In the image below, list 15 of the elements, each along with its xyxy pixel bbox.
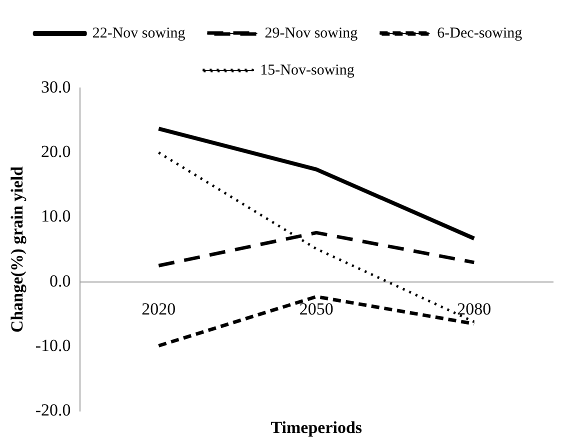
y-tick-label: 10.0 xyxy=(41,206,71,226)
x-tick-label: 2050 xyxy=(299,299,334,318)
y-axis-title: Change(%) grain yield xyxy=(8,166,27,333)
legend-label: 22-Nov sowing xyxy=(92,25,186,42)
y-tick-label: 20.0 xyxy=(41,142,71,162)
y-tick-label: 30.0 xyxy=(41,77,71,96)
y-tick-label: 0.0 xyxy=(50,271,71,290)
y-tick-label: -20.0 xyxy=(35,400,71,420)
legend-label: 15-Nov-sowing xyxy=(260,62,355,78)
x-tick-label: 2080 xyxy=(457,299,492,318)
x-axis-title: Timeperiods xyxy=(270,418,362,437)
legend-label: 29-Nov sowing xyxy=(264,25,358,42)
y-tick-label: -10.0 xyxy=(35,336,71,355)
legend-label: 6-Dec-sowing xyxy=(437,25,523,42)
x-tick-label: 2020 xyxy=(142,299,176,318)
